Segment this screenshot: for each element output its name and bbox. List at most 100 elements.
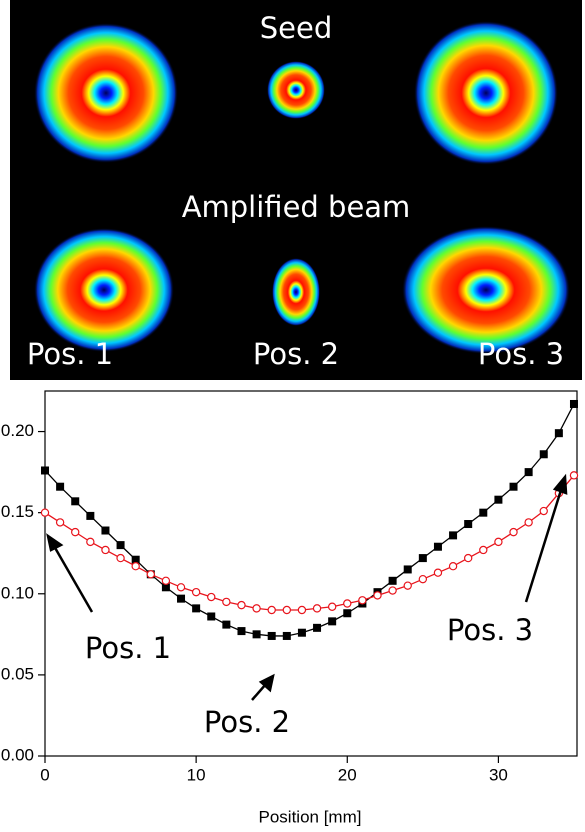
data-point <box>327 602 337 611</box>
data-point <box>56 482 65 491</box>
data-point <box>343 609 352 618</box>
data-point <box>403 581 412 590</box>
data-point <box>312 604 322 613</box>
data-point <box>524 518 533 527</box>
y-tick-label: 0.20 <box>1 421 34 440</box>
data-point <box>222 597 231 607</box>
beam-profile <box>34 228 174 352</box>
data-point <box>343 599 352 608</box>
data-point <box>267 605 276 615</box>
annotation-arrows <box>46 473 568 701</box>
data-point <box>418 574 428 584</box>
data-point <box>494 495 503 504</box>
x-axis-label: Position [mm] <box>259 807 362 826</box>
arrow-head <box>552 473 568 495</box>
data-point <box>191 587 201 597</box>
y-tick-label: 0.10 <box>1 583 34 602</box>
data-point <box>479 508 488 517</box>
data-point <box>40 508 50 517</box>
y-tick-label: 0.00 <box>1 745 34 764</box>
x-tick-label: 30 <box>489 765 508 784</box>
data-point <box>539 450 548 459</box>
beam-profile <box>267 61 325 119</box>
y-tick-label: 0.15 <box>1 502 34 521</box>
y-tick-label: 0.05 <box>1 664 34 683</box>
data-point <box>479 545 488 555</box>
data-point <box>101 545 110 555</box>
data-point <box>494 537 503 547</box>
series-line <box>44 403 575 637</box>
data-point <box>449 531 458 540</box>
data-point <box>71 527 80 537</box>
data-point <box>328 617 337 626</box>
data-point <box>313 623 322 632</box>
data-point <box>509 482 518 491</box>
data-point <box>418 554 427 563</box>
data-point <box>297 628 306 637</box>
data-point <box>161 583 170 592</box>
arrow <box>251 683 267 701</box>
data-point <box>192 604 201 613</box>
panel-label: Seed <box>260 11 333 45</box>
data-point <box>207 592 216 602</box>
beam-profile <box>272 258 320 326</box>
beam-profile <box>402 226 570 354</box>
data-point <box>116 553 125 563</box>
data-point <box>388 586 397 595</box>
data-point <box>448 562 458 571</box>
beam-profile <box>34 23 178 163</box>
data-point <box>161 576 171 586</box>
beam-profile <box>414 21 558 165</box>
data-point <box>433 568 443 577</box>
annotation: Pos. 2 <box>204 705 290 739</box>
data-point <box>237 600 246 610</box>
data-point <box>86 511 95 520</box>
chart: Position [mm] 0.00 0.05 0.10 0.15 0.20 0 10 20 3… <box>1 390 579 826</box>
data-point <box>569 471 579 480</box>
data-point <box>403 565 412 574</box>
data-point <box>207 612 216 621</box>
data-point <box>131 555 140 564</box>
data-point <box>297 605 307 615</box>
data-point <box>41 466 49 475</box>
x-tick-label: 10 <box>187 765 206 784</box>
data-point <box>388 576 397 585</box>
arrow-head <box>46 533 64 552</box>
data-point <box>463 553 473 563</box>
data-point <box>358 596 367 605</box>
x-tick-label: 0 <box>40 765 49 784</box>
data-point <box>131 562 140 571</box>
data-point <box>177 594 186 603</box>
data-point <box>252 604 261 613</box>
plot-frame <box>44 390 578 757</box>
panel-label: Pos. 2 <box>253 337 339 371</box>
data-point <box>252 630 261 639</box>
data-point <box>554 429 563 438</box>
panel-label: Amplified beam <box>182 190 411 224</box>
arrow-head <box>258 673 275 693</box>
data-point <box>524 468 533 477</box>
data-point <box>176 583 186 592</box>
data-point <box>433 542 442 551</box>
data-point <box>539 506 548 516</box>
annotation: Pos. 3 <box>447 613 533 647</box>
beam-image-panel: Seed Amplified beam Pos. 1 Pos. 2 Pos. 3 <box>10 0 582 380</box>
panel-label: Pos. 3 <box>478 337 564 371</box>
data-point <box>509 527 518 537</box>
data-point <box>237 627 246 636</box>
data-point <box>101 526 110 535</box>
data-point <box>146 570 155 579</box>
data-point <box>116 541 125 550</box>
data-point <box>222 620 231 629</box>
data-point <box>55 518 65 527</box>
x-tick-label: 20 <box>338 765 357 784</box>
data-point <box>569 399 578 408</box>
data-point <box>373 591 382 600</box>
data-point <box>282 631 291 640</box>
data-point <box>71 497 80 506</box>
arrow <box>524 489 563 603</box>
data-point <box>86 537 95 547</box>
data-point <box>267 631 276 640</box>
panel-label: Pos. 1 <box>27 337 113 371</box>
